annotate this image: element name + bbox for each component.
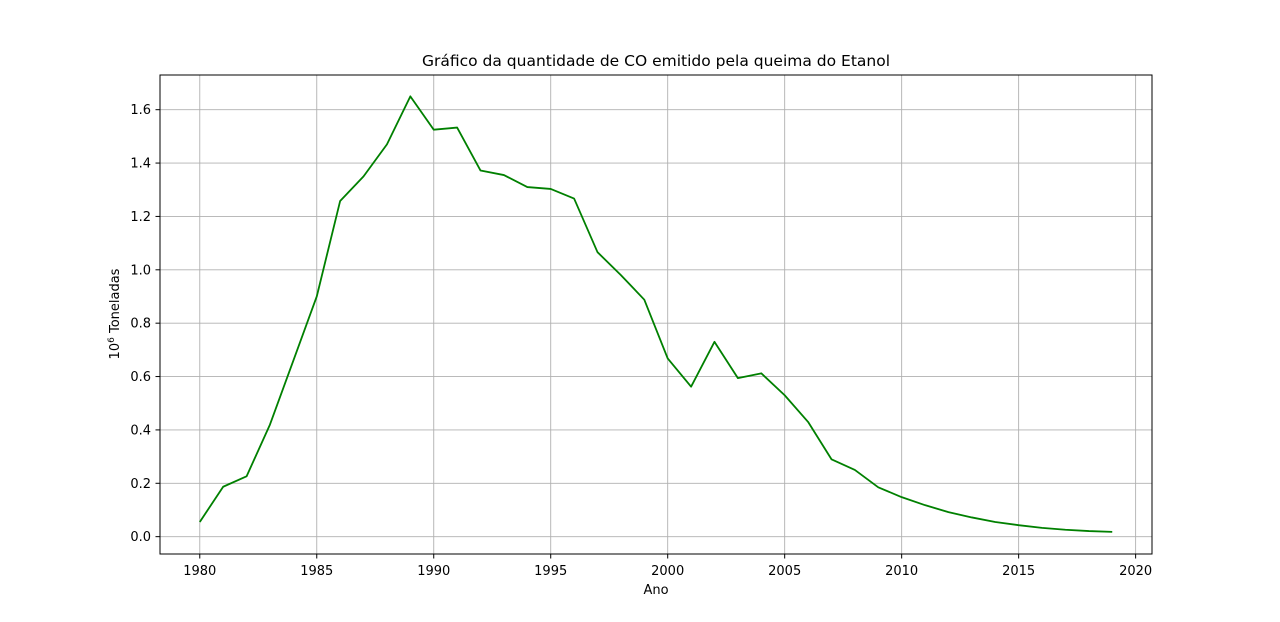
- x-tick-label: 2000: [651, 564, 684, 579]
- x-tick-label: 1985: [300, 564, 333, 579]
- x-tick-label: 1990: [417, 564, 450, 579]
- y-tick-label: 0.0: [130, 530, 151, 545]
- x-tick-label: 2020: [1119, 564, 1152, 579]
- y-tick-label: 0.8: [130, 317, 151, 332]
- x-tick-label: 2015: [1002, 564, 1035, 579]
- y-axis-title-exponent: 6: [107, 337, 117, 343]
- x-tick-label: 2010: [885, 564, 918, 579]
- y-tick-label: 0.4: [130, 423, 151, 438]
- y-axis-title-text: Toneladas: [108, 268, 123, 337]
- chart-title: Gráfico da quantidade de CO emitido pela…: [422, 52, 890, 70]
- y-tick-label: 1.4: [130, 157, 151, 172]
- y-tick-label: 1.2: [130, 210, 151, 225]
- axis-ticks: 1980 1985 1990 1995 2000 2005 2010 2015 2020 0.0 0…: [130, 103, 1152, 579]
- y-tick-label: 0.6: [130, 370, 151, 385]
- x-axis-title: Ano: [643, 583, 668, 598]
- y-tick-label: 1.6: [130, 103, 151, 118]
- x-tick-label: 1980: [183, 564, 216, 579]
- y-tick-label: 0.2: [130, 477, 151, 492]
- y-tick-label: 1.0: [130, 263, 151, 278]
- series-layer: [199, 95, 1113, 533]
- x-tick-label: 1995: [534, 564, 567, 579]
- plot-area-frame: [159, 74, 1153, 555]
- y-axis-title: 106 Toneladas: [107, 268, 123, 359]
- x-tick-label: 2005: [768, 564, 801, 579]
- series-line: [199, 95, 1113, 533]
- y-axis-title-base: 10: [108, 343, 123, 360]
- grid-lines: [160, 75, 1152, 554]
